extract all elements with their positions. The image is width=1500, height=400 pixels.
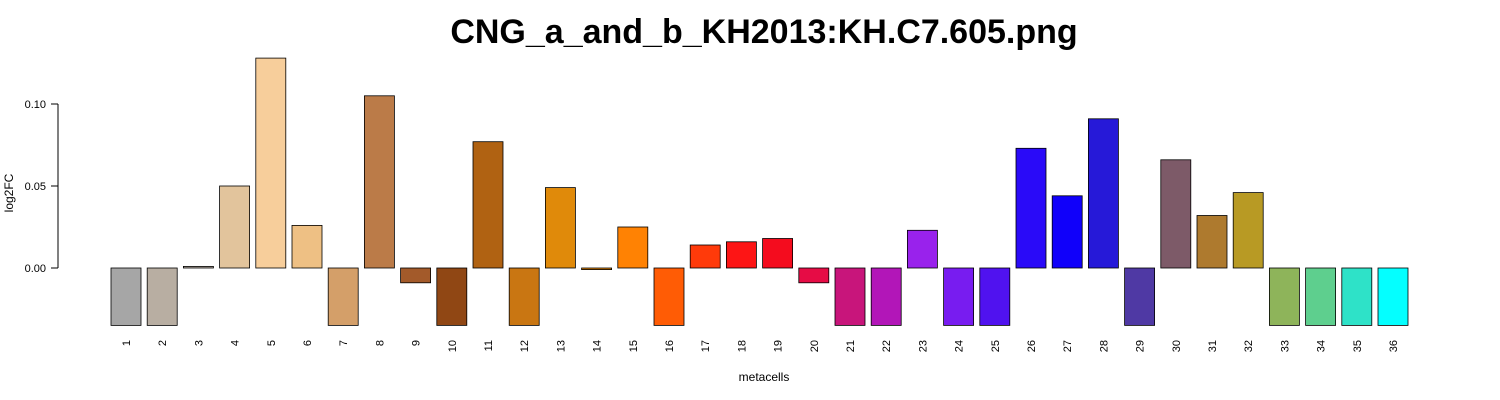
x-axis: 1 2 3 4 5 6 7 8 9 10 11 12 13 14 15 16 17 18 19 20 21 22 23 24 2… [121,340,1400,352]
bar-24 [943,267,974,326]
chart-title: CNG_a_and_b_KH2013:KH.C7.605.png [450,13,1077,51]
x-tick-label: 6 [302,340,314,346]
x-tick-label: 10 [447,340,459,352]
bar-5 [255,57,287,269]
bar-27 [1051,195,1083,269]
x-tick-label: 34 [1316,340,1328,352]
x-tick-label: 21 [845,340,857,352]
x-tick-label: 17 [700,340,712,352]
bar-33 [1269,267,1300,326]
x-axis-label: metacells [739,370,790,384]
bar-34 [1305,267,1336,326]
bar-28 [1088,118,1119,269]
x-tick-label: 4 [230,340,242,346]
bar-9 [400,267,432,284]
bar-12 [508,267,540,326]
x-tick-label: 25 [990,340,1002,352]
x-tick-label: 28 [1098,340,1110,352]
bar-18 [726,241,757,269]
bar-19 [762,238,793,269]
bar-22 [870,267,902,326]
x-tick-label: 16 [664,340,676,352]
bar-31 [1196,215,1228,269]
x-tick-label: 24 [954,340,966,352]
bar-4 [219,185,251,269]
y-tick-label: 0.10 [25,99,46,111]
plot-area [110,57,1409,326]
x-tick-label: 1 [121,340,133,346]
bar-15 [617,226,649,269]
bar-21 [834,267,866,326]
bar-25 [979,267,1011,326]
y-axis-label: log2FC [2,173,16,212]
x-tick-label: 26 [1026,340,1038,352]
x-tick-label: 18 [736,340,748,352]
bar-3 [182,265,214,269]
x-tick-label: 13 [555,340,567,352]
bar-2 [146,267,178,326]
bar-14 [581,267,612,271]
x-tick-label: 32 [1243,340,1255,352]
x-tick-label: 9 [411,340,423,346]
bar-16 [653,267,685,326]
bar-35 [1341,267,1373,326]
bar-36 [1377,267,1409,326]
x-tick-label: 5 [266,340,278,346]
x-tick-label: 7 [338,340,350,346]
bar-30 [1160,159,1192,269]
x-tick-label: 12 [519,340,531,352]
bar-17 [689,244,721,269]
x-tick-label: 20 [809,340,821,352]
bar-7 [327,267,359,326]
bar-6 [291,224,323,269]
x-tick-label: 15 [628,340,640,352]
bar-11 [472,141,504,269]
x-tick-label: 36 [1388,340,1400,352]
x-tick-label: 27 [1062,340,1074,352]
x-tick-label: 29 [1135,340,1147,352]
x-tick-label: 3 [193,340,205,346]
bar-13 [545,187,576,269]
bar-1 [110,267,142,326]
x-tick-label: 14 [592,340,604,352]
y-tick-label: 0.00 [25,263,46,275]
x-tick-label: 33 [1279,340,1291,352]
x-tick-label: 11 [483,340,495,351]
y-axis: 0.00 0.05 0.10 [25,99,58,275]
bar-10 [436,267,468,326]
bar-8 [363,95,395,269]
x-tick-label: 35 [1352,340,1364,352]
bar-20 [798,267,830,284]
bar-23 [907,229,938,269]
x-tick-label: 31 [1207,340,1219,352]
x-tick-label: 19 [773,340,785,352]
bar-32 [1232,192,1264,269]
x-tick-label: 22 [881,340,893,352]
x-tick-label: 8 [374,340,386,346]
y-tick-label: 0.05 [25,181,46,193]
x-tick-label: 2 [157,340,169,346]
bar-26 [1015,147,1047,269]
bar-29 [1124,267,1155,326]
x-tick-label: 30 [1171,340,1183,352]
x-tick-label: 23 [917,340,929,352]
